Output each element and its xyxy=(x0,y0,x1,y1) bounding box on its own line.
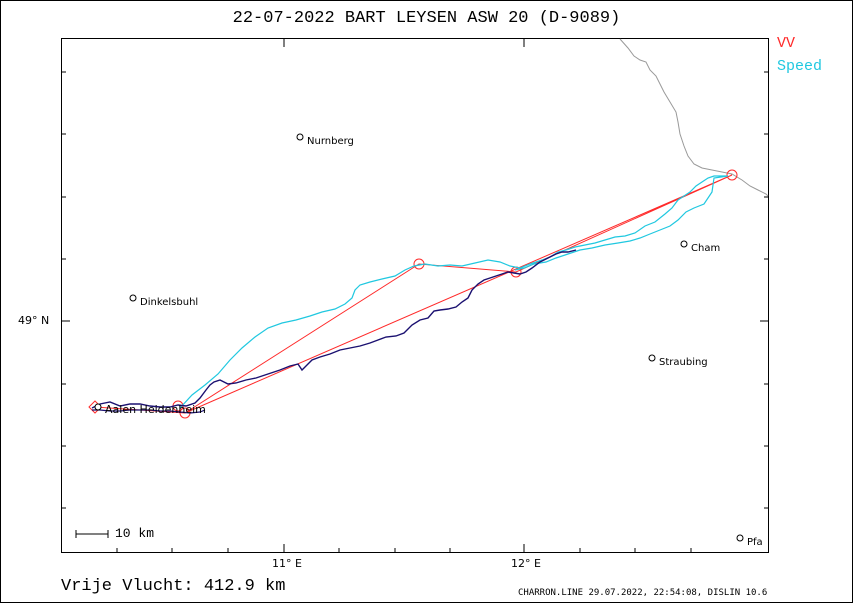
country-border xyxy=(619,38,769,197)
town-circle-icon xyxy=(296,133,304,141)
turnpoint-markers xyxy=(88,169,738,419)
place-label: Nurnberg xyxy=(307,136,354,147)
chart-title: 22-07-2022 BART LEYSEN ASW 20 (D-9089) xyxy=(232,9,621,28)
legend-speed: Speed xyxy=(777,58,823,75)
software-credit: CHARRON.LINE 29.07.2022, 22:54:08, DISLI… xyxy=(518,588,768,598)
place-label: Straubing xyxy=(659,357,708,368)
lon-label-11: 11° E xyxy=(272,557,302,570)
task-line xyxy=(94,174,733,414)
town-circle-icon xyxy=(129,294,137,302)
free-flight-distance: Vrije Vlucht: 412.9 km xyxy=(61,577,286,596)
scale-bar xyxy=(75,530,109,538)
place-label: Aalen Heidenheim xyxy=(105,403,206,416)
town-circle-icon xyxy=(680,240,688,248)
turnpoint-icon xyxy=(726,169,738,181)
lon-label-12: 12° E xyxy=(511,557,541,570)
airfield-icon xyxy=(94,403,102,411)
flight-track-vario xyxy=(91,249,577,409)
town-markers xyxy=(94,133,744,542)
lat-label: 49° N xyxy=(18,314,50,327)
legend-vv: VV xyxy=(777,35,796,52)
plot-frame xyxy=(61,38,769,553)
flight-track-start xyxy=(92,409,206,414)
place-label: Dinkelsbuhl xyxy=(140,297,199,308)
place-label: Cham xyxy=(691,243,721,254)
town-circle-icon xyxy=(648,354,656,362)
scale-bar-label: 10 km xyxy=(115,526,155,541)
lon-ticks xyxy=(116,39,692,552)
flight-track-speed xyxy=(179,175,729,409)
town-circle-icon xyxy=(736,534,744,542)
place-label: Pfa xyxy=(747,537,763,548)
lat-ticks xyxy=(62,71,768,509)
